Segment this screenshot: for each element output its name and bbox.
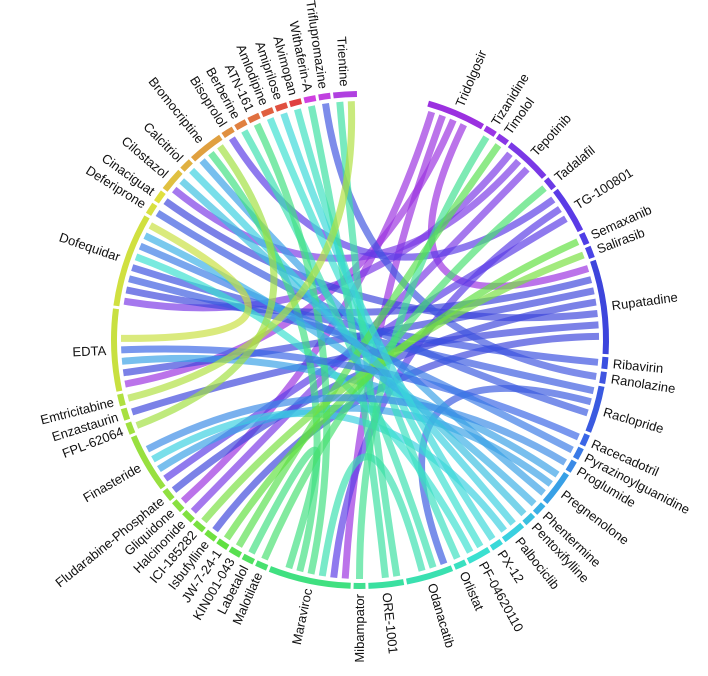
arc-timolol [495,133,509,146]
arc-ore-1001 [368,579,405,589]
arc-withaferin-a [303,95,317,104]
node-label-dofequidar: Dofequidar [57,229,123,264]
node-label-tridolgosir: Tridolgosir [452,47,490,109]
arc-rupatadine [590,259,610,355]
arc-finasteride [130,435,166,490]
arc-ribavirin [601,356,609,370]
arc-kin001-043 [228,546,242,558]
arc-orlistat [453,559,467,570]
ribbon-edta-dofequidar [120,222,252,342]
node-label-odanacatib: Odanacatib [425,581,458,649]
arc-emtricitabine [117,393,126,407]
ribbon-px-12-amiprilose [280,112,496,541]
arc-pf-04620110 [466,547,491,564]
arc-cilostazol [162,169,183,192]
ribbon-maraviroc-bromocriptine [208,151,321,573]
arc-amlodipine [260,107,275,118]
arc-cinaciguat [154,190,166,204]
ribbon-phentermine-dofequidar [143,232,537,507]
node-label-raclopride: Raclopride [602,404,666,436]
arc-mibampator [353,582,366,589]
ribbon-tg-100801-bisoprolol [228,136,556,261]
arc-maraviroc [268,566,351,589]
node-label-ribavirin: Ribavirin [612,356,664,376]
arc-amiprilose [274,102,288,112]
arc-semaxanib [579,232,590,246]
arc-racecadotril [579,433,590,447]
arc-tridolgosir [427,100,484,130]
arc-halcinonide [182,510,195,523]
arc-palbociclib [501,522,525,543]
arc-enzastaurin [120,407,131,421]
ribbon-maraviroc-atn-161 [253,122,331,575]
node-label-maraviroc: Maraviroc [289,587,315,646]
node-label-tadalafil: Tadalafil [551,142,597,184]
ribbon-fpl-62064-bromocriptine [135,144,278,429]
ribbon-tridolgosir-rupatadine [427,123,590,290]
node-label-mibampator: Mibampator [352,593,367,662]
node-label-trientine: Trientine [334,36,352,87]
arc-pentoxifylline [522,512,536,526]
ribbon-pregnenolone-edta [121,354,560,478]
arc-gliquidone [172,499,185,513]
arc-pregnenolone [542,472,569,504]
ribbon-rupatadine-cinaciguat [163,198,598,322]
ribbon-pregnenolone-finasteride [157,404,553,487]
ribbon-odanacatib-berberine [241,129,437,569]
arc-labetalol [241,553,255,565]
ribbon-tepotinib-dofequidar [123,151,513,312]
arc-trientine [333,91,357,99]
ribbon-proglumide-finasteride [145,394,567,466]
node-label-finasteride: Finasteride [80,460,143,505]
ribbon-racecadotril-edta [121,345,580,441]
ribbon-pentoxifylline-cilostazol [179,178,527,517]
arc-calcitriol [180,159,193,172]
arc-salirasib [585,245,595,259]
arc-triflupromazine [318,92,331,101]
arc-tg-100801 [553,188,584,233]
arc-bromocriptine [191,134,223,162]
node-label-edta: EDTA [72,343,107,359]
arc-malotilate [255,560,269,571]
node-label-ore-1001: ORE-1001 [379,592,400,655]
ribbon-layer [120,101,600,580]
arc-phentermine [532,502,546,515]
arc-fludarabine-phosphate [162,488,175,501]
arc-dofequidar [113,215,150,307]
arc-tepotinib [507,142,547,179]
arc-tizanidine [483,125,497,137]
arc-deferiprone [145,202,158,216]
ribbon-maraviroc-labetalol [248,446,321,570]
arc-odanacatib [406,565,454,585]
arc-jw-7-24-1 [216,538,230,550]
arc-alvimopan [289,98,302,108]
arc-tadalafil [543,177,556,191]
ribbon-pf-04620110-dofequidar [134,253,474,554]
arc-edta [111,308,123,392]
arc-berberine [234,119,248,131]
arc-ici-185282 [192,520,206,533]
arc-pyrazinoylguanidine [573,446,584,460]
ribbon-kin001-043-timolol [235,143,502,548]
ribbon-palbociclib-finasteride [151,409,507,533]
node-label-tepotinib: Tepotinib [528,111,574,159]
arc-isbufylline [204,529,218,542]
arc-proglumide [565,459,577,473]
arc-ranolazine [599,371,607,384]
arc-atn-161 [247,112,261,124]
node-label-tg-100801: TG-100801 [572,165,636,212]
node-label-ranolazine: Ranolazine [610,371,677,396]
arc-raclopride [585,385,605,433]
arc-fpl-62064 [125,421,136,435]
arc-px-12 [489,539,503,551]
arc-bisoprolol [221,126,235,138]
node-label-rupatadine: Rupatadine [611,289,679,313]
ribbon-emtricitabine-trientine [127,101,356,402]
arc-layer [111,91,610,589]
